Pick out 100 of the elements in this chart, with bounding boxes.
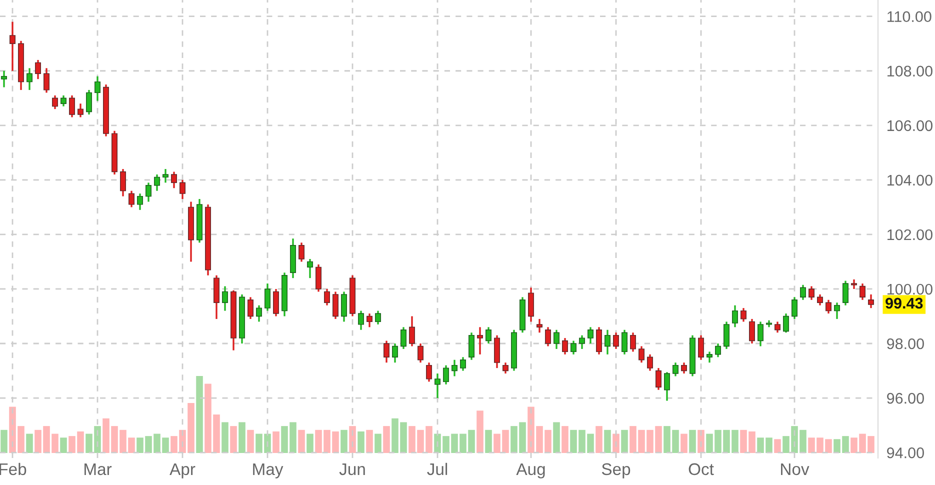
bar <box>26 434 33 453</box>
x-tick-label: Sep <box>602 463 630 478</box>
candlestick <box>358 310 364 331</box>
candlestick <box>137 192 143 211</box>
bar <box>366 430 373 453</box>
y-tick-label: 106.00 <box>888 120 932 132</box>
candlestick <box>434 372 440 399</box>
candlestick <box>35 59 41 80</box>
candlestick <box>681 362 687 374</box>
text: 99.43 <box>886 298 923 309</box>
y-tick-label: 96.00 <box>887 392 924 404</box>
candlestick <box>384 340 390 364</box>
candlestick <box>332 290 338 320</box>
candlestick <box>477 326 483 356</box>
y-tick-label: 102.00 <box>888 229 932 240</box>
y-tick-label: 108.00 <box>888 66 932 77</box>
candlestick <box>647 354 653 372</box>
x-tick-label: Aug <box>516 463 545 478</box>
candlestick <box>596 326 602 356</box>
candlestick <box>826 299 832 314</box>
candlestick <box>834 302 840 320</box>
candlestick <box>86 89 92 116</box>
y-tick-label: 104.00 <box>888 174 932 186</box>
bar <box>612 434 620 453</box>
candlestick <box>78 102 84 118</box>
candlestick <box>758 320 764 348</box>
x-tick-label: Jul <box>427 462 448 476</box>
candlestick <box>307 258 313 279</box>
bar <box>596 426 602 453</box>
candlestick <box>808 285 814 301</box>
candlestick <box>418 342 424 364</box>
bar <box>0 430 8 453</box>
candlestick <box>298 242 304 263</box>
candlestick <box>868 294 874 309</box>
x-tick-label: Nov <box>781 463 810 476</box>
candlestick <box>724 320 730 350</box>
x-tick-label: Oct <box>688 463 714 476</box>
candlestick <box>817 294 823 306</box>
candlestick <box>443 364 449 386</box>
bar <box>358 431 364 453</box>
candlestick <box>502 362 508 374</box>
y-tick-label: 94.00 <box>887 447 924 458</box>
candlestick <box>698 334 704 361</box>
candlestick <box>180 179 186 200</box>
candlestick <box>264 282 270 312</box>
candlestick <box>26 67 32 91</box>
bar <box>698 430 704 453</box>
candlestick <box>536 318 542 334</box>
candlestick <box>52 94 58 110</box>
bar <box>553 422 560 453</box>
candlestick <box>604 329 610 356</box>
x-tick-label: Feb <box>0 462 26 476</box>
bar <box>238 422 246 453</box>
candlestick <box>860 282 866 301</box>
bar <box>680 434 688 453</box>
x-tick-label: Jun <box>339 463 365 476</box>
candlestick <box>622 329 628 356</box>
candlestick <box>452 359 458 378</box>
bar <box>349 426 356 453</box>
candlestick <box>749 318 755 344</box>
bar <box>383 426 390 453</box>
x-tick-label: Mar <box>84 463 112 476</box>
candlestick <box>579 334 585 350</box>
bar <box>621 430 628 453</box>
candlestick <box>324 288 330 306</box>
candlestick <box>375 310 381 326</box>
bar <box>689 430 696 453</box>
candlestick <box>409 315 415 348</box>
candlestick <box>171 170 177 189</box>
candlestick <box>715 342 721 358</box>
candlestick <box>128 190 134 208</box>
candlestick <box>120 168 126 198</box>
candlestick <box>851 278 857 290</box>
candlestick <box>248 296 254 320</box>
bar <box>196 376 203 453</box>
candlestick <box>672 362 678 378</box>
candlestick <box>740 307 746 323</box>
bar <box>298 430 305 453</box>
bar <box>774 439 781 453</box>
candlestick <box>69 94 75 118</box>
candlestick <box>545 326 551 348</box>
candlestick <box>341 290 347 323</box>
candlestick <box>10 20 16 72</box>
candlestick <box>588 326 594 344</box>
candlestick <box>792 296 798 320</box>
bar <box>230 426 237 453</box>
candlestick <box>638 345 644 364</box>
candlestick <box>94 76 100 102</box>
candlestick <box>400 326 406 350</box>
bar <box>60 438 67 453</box>
candlestick <box>1 70 7 88</box>
bar <box>272 431 280 453</box>
bar <box>222 422 228 453</box>
candlestick <box>256 304 262 323</box>
y-tick-label: 110.00 <box>888 11 932 22</box>
candlestick <box>630 332 636 353</box>
candlestick <box>774 320 780 334</box>
candlestick <box>664 371 670 402</box>
candlestick <box>554 329 560 350</box>
y-tick-label: 100.00 <box>888 284 932 295</box>
